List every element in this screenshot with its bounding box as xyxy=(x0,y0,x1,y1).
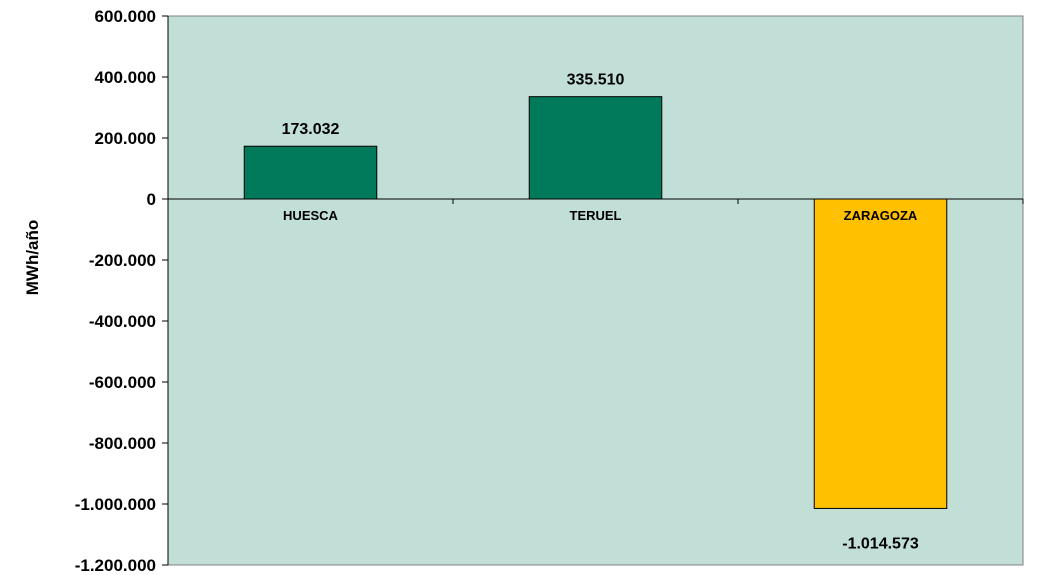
data-label: -1.014.573 xyxy=(842,535,919,552)
y-axis: 600.000 400.000 200.000 0 -200.000 -400.000 -6… xyxy=(75,7,1024,575)
y-tick-label: -600.000 xyxy=(89,373,156,392)
y-tick-label: 0 xyxy=(147,190,156,209)
data-label: 335.510 xyxy=(567,72,625,89)
bars xyxy=(243,96,948,509)
category-label: ZARAGOZA xyxy=(844,208,918,223)
bar-teruel xyxy=(528,96,663,200)
category-label: TERUEL xyxy=(570,208,622,223)
bar-zaragoza xyxy=(813,198,948,509)
category-label: HUESCA xyxy=(283,208,339,223)
y-tick-label: 400.000 xyxy=(95,68,156,87)
y-tick-label: 200.000 xyxy=(95,129,156,148)
y-axis-title: MWh/año xyxy=(23,220,42,296)
y-tick-label: 600.000 xyxy=(95,7,156,26)
bar-huesca xyxy=(243,145,378,200)
y-tick-label: -1.000.000 xyxy=(75,495,156,514)
y-tick-label: -200.000 xyxy=(89,251,156,270)
labels: HUESCA 173.032 TERUEL 335.510 ZARAGOZA -1.014… xyxy=(282,72,919,553)
y-tick-label: -800.000 xyxy=(89,434,156,453)
y-tick-label: -1.200.000 xyxy=(75,556,156,575)
data-label: 173.032 xyxy=(282,121,340,138)
y-tick-label: -400.000 xyxy=(89,312,156,331)
